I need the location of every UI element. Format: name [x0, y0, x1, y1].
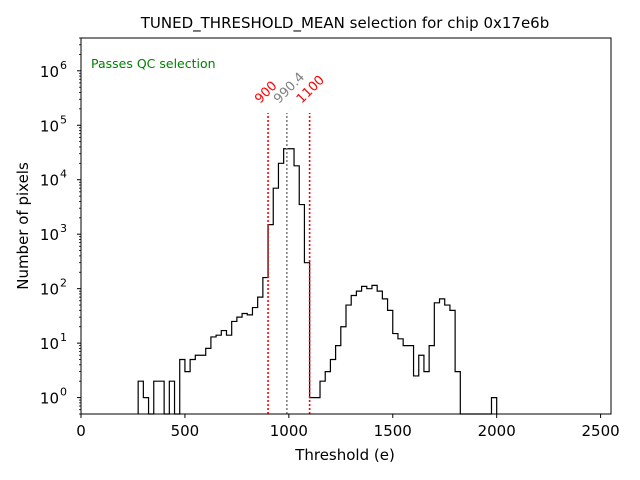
- y-axis-label: Number of pixels: [14, 162, 32, 290]
- y-tick-exponent: 6: [60, 59, 67, 72]
- x-axis-label: Threshold (e): [294, 446, 395, 464]
- x-tick-label: 2000: [478, 422, 516, 440]
- y-tick-exponent: 0: [60, 386, 67, 399]
- y-tick-exponent: 4: [60, 168, 67, 181]
- chart-title: TUNED_THRESHOLD_MEAN selection for chip …: [140, 14, 550, 33]
- y-tick-label: 10: [40, 117, 59, 135]
- x-tick-label: 1000: [270, 422, 308, 440]
- x-tick-label: 1500: [374, 422, 412, 440]
- y-tick-exponent: 5: [60, 113, 67, 126]
- x-axis-ticks: 0 500 1000 1500 2000 2500: [76, 414, 620, 440]
- y-tick-exponent: 2: [60, 277, 67, 290]
- x-tick-label: 500: [171, 422, 200, 440]
- axes-frame: [80, 37, 612, 415]
- y-tick-label: 10: [40, 63, 59, 81]
- y-tick-label: 10: [40, 226, 59, 244]
- y-tick-label: 10: [40, 390, 59, 408]
- y-tick-exponent: 1: [60, 331, 67, 344]
- y-tick-exponent: 3: [60, 222, 67, 235]
- x-tick-label: 2500: [582, 422, 620, 440]
- qc-pass-annotation: Passes QC selection: [91, 56, 216, 71]
- x-tick-label: 0: [76, 422, 86, 440]
- y-tick-label: 10: [40, 172, 59, 190]
- histogram-outline: [137, 148, 498, 415]
- y-tick-label: 10: [40, 335, 59, 353]
- y-tick-label: 10: [40, 281, 59, 299]
